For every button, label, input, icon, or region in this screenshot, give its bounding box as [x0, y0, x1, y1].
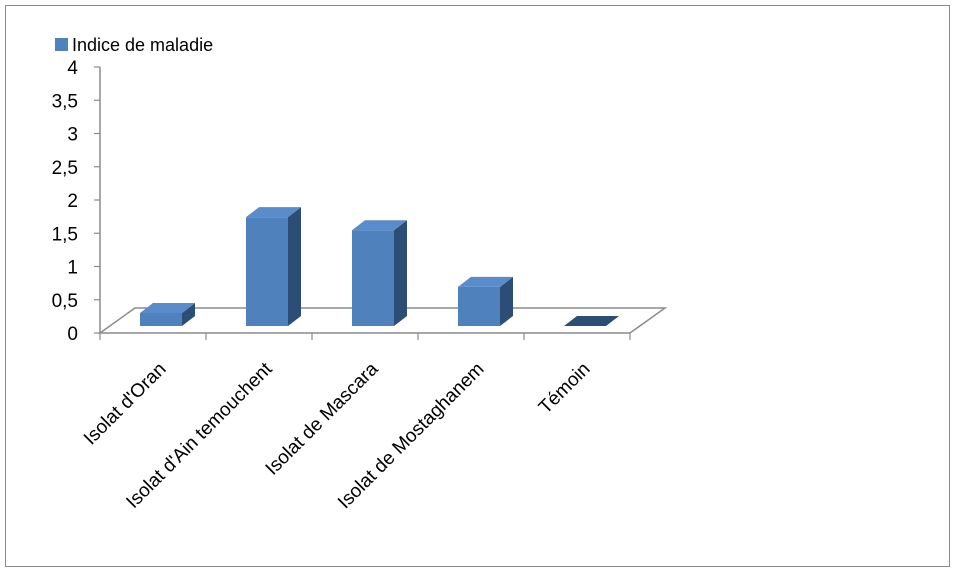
y-tick-label: 2,5 — [52, 158, 78, 179]
bar-top — [564, 316, 619, 326]
bar — [564, 316, 619, 326]
bar-front — [246, 217, 288, 326]
y-axis: 0 0,5 1 1,5 2 2,5 3 3,5 4 — [52, 58, 101, 345]
x-tick-label: Isolat d'Oran — [80, 359, 171, 450]
legend-swatch — [55, 38, 68, 51]
y-tick-label: 0,5 — [52, 291, 78, 312]
bar-side — [500, 276, 513, 326]
bar-top — [246, 207, 301, 218]
bar-top — [458, 276, 513, 287]
bar-side — [182, 302, 195, 326]
y-tick-label: 0 — [67, 324, 78, 345]
x-tick-label: Isolat de Mascara — [262, 358, 383, 479]
x-tick-label: Témoin — [535, 359, 595, 419]
bar — [140, 302, 195, 326]
bar — [352, 220, 407, 326]
y-tick-label: 2 — [67, 191, 78, 212]
y-tick-label: 3,5 — [52, 91, 78, 112]
y-tick-label: 1,5 — [52, 224, 78, 245]
bar-front — [458, 286, 500, 326]
bar-side — [288, 207, 301, 326]
bar — [458, 276, 513, 326]
bar-top — [140, 302, 195, 313]
bar-side — [394, 220, 407, 326]
y-tick-label: 1 — [67, 258, 78, 279]
chart-floor-outline — [97, 307, 668, 334]
legend-label: Indice de maladie — [72, 35, 213, 55]
y-tick-label: 4 — [67, 58, 78, 79]
bar — [246, 207, 301, 326]
legend: Indice de maladie — [55, 35, 213, 55]
y-tick-label: 3 — [67, 125, 78, 146]
bar-top — [352, 220, 407, 231]
chart-floor — [97, 307, 668, 340]
bar-front — [140, 312, 182, 326]
bars — [140, 207, 619, 326]
bar-front — [352, 230, 394, 326]
